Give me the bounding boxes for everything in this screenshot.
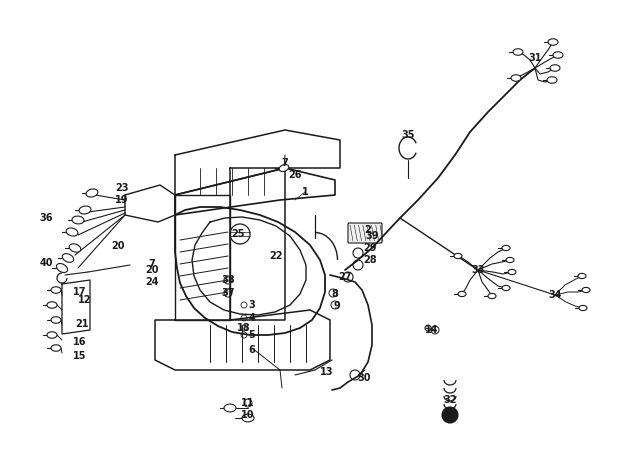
Ellipse shape <box>578 274 586 279</box>
FancyBboxPatch shape <box>348 223 382 243</box>
Ellipse shape <box>51 345 61 351</box>
Text: 22: 22 <box>269 251 283 261</box>
Ellipse shape <box>550 65 560 71</box>
Text: 31: 31 <box>528 53 542 63</box>
Text: 30: 30 <box>357 373 371 383</box>
Ellipse shape <box>547 77 557 83</box>
Text: 25: 25 <box>231 229 245 239</box>
Text: 14: 14 <box>425 325 439 335</box>
Ellipse shape <box>79 206 91 214</box>
Text: 13: 13 <box>321 367 334 377</box>
Ellipse shape <box>488 294 496 299</box>
Ellipse shape <box>502 285 510 291</box>
Text: 17: 17 <box>73 287 87 297</box>
Text: 24: 24 <box>145 277 159 287</box>
Text: 9: 9 <box>334 301 340 311</box>
Ellipse shape <box>56 264 68 273</box>
Ellipse shape <box>548 39 558 45</box>
Ellipse shape <box>66 228 78 236</box>
Text: 32: 32 <box>443 395 457 405</box>
Text: 16: 16 <box>73 337 87 347</box>
Text: 3: 3 <box>249 300 255 310</box>
Text: 10: 10 <box>241 410 255 420</box>
Text: 21: 21 <box>75 319 89 329</box>
Text: 29: 29 <box>363 243 377 253</box>
Ellipse shape <box>86 189 98 197</box>
Ellipse shape <box>72 216 84 224</box>
Circle shape <box>442 407 458 423</box>
Ellipse shape <box>513 49 523 55</box>
Text: 28: 28 <box>363 255 377 265</box>
Ellipse shape <box>502 246 510 251</box>
Ellipse shape <box>553 52 563 58</box>
Text: 35: 35 <box>401 130 415 140</box>
Text: 8: 8 <box>332 289 339 299</box>
Text: 12: 12 <box>78 295 92 305</box>
Text: 36: 36 <box>39 213 53 223</box>
Text: 11: 11 <box>241 398 255 408</box>
Ellipse shape <box>47 302 57 308</box>
Ellipse shape <box>47 332 57 338</box>
Ellipse shape <box>582 287 590 293</box>
Ellipse shape <box>579 305 587 311</box>
Ellipse shape <box>454 253 462 258</box>
Text: 37: 37 <box>221 288 235 298</box>
Ellipse shape <box>51 317 61 323</box>
Text: 33: 33 <box>471 265 485 275</box>
Text: 20: 20 <box>111 241 125 251</box>
Text: 5: 5 <box>249 330 255 340</box>
Text: 4: 4 <box>249 313 255 323</box>
Text: 23: 23 <box>115 183 129 193</box>
Ellipse shape <box>63 254 74 262</box>
Text: 19: 19 <box>115 195 129 205</box>
Ellipse shape <box>511 75 521 81</box>
Text: 18: 18 <box>237 323 251 333</box>
Text: 40: 40 <box>39 258 53 268</box>
Ellipse shape <box>69 244 81 252</box>
Text: 7: 7 <box>149 259 156 269</box>
Text: 39: 39 <box>365 231 379 241</box>
Text: 38: 38 <box>221 275 235 285</box>
Ellipse shape <box>508 269 516 275</box>
Ellipse shape <box>224 404 236 412</box>
Ellipse shape <box>458 291 466 296</box>
Text: 2: 2 <box>365 225 371 235</box>
Text: 7: 7 <box>281 158 288 168</box>
Ellipse shape <box>51 287 61 293</box>
Text: 6: 6 <box>249 345 255 355</box>
Text: 1: 1 <box>301 187 308 197</box>
Text: 15: 15 <box>73 351 87 361</box>
Ellipse shape <box>506 257 514 263</box>
Ellipse shape <box>242 414 254 422</box>
Text: 34: 34 <box>548 290 562 300</box>
Text: 27: 27 <box>339 272 352 282</box>
Text: 26: 26 <box>288 170 302 180</box>
Ellipse shape <box>279 164 289 171</box>
Text: 20: 20 <box>145 265 159 275</box>
